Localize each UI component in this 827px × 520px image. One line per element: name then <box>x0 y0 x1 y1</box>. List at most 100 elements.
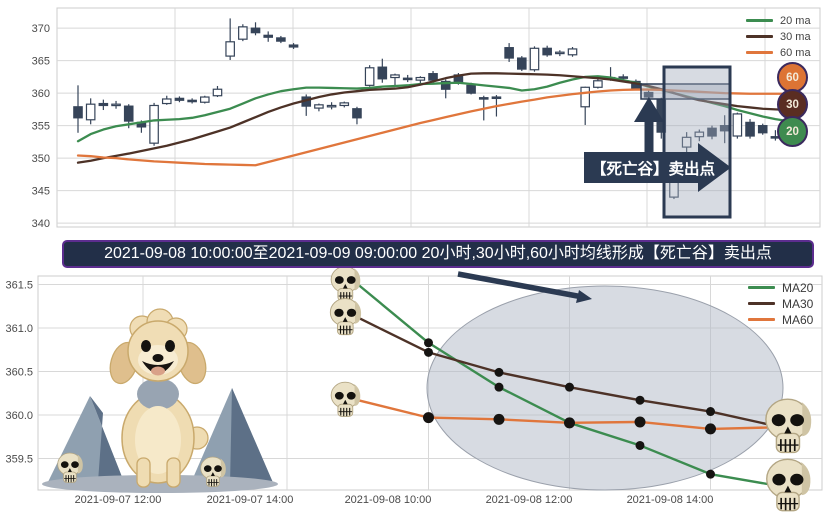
skull-icon <box>330 265 361 302</box>
up-arrow-icon <box>634 97 664 122</box>
candle <box>250 22 261 36</box>
y-tick-label: 361.5 <box>5 280 33 292</box>
candle <box>516 56 527 72</box>
y-tick-label: 370 <box>32 23 50 35</box>
candle <box>593 78 603 89</box>
skull-icon <box>330 381 361 417</box>
candle <box>200 95 210 104</box>
period-summary-banner: 2021-09-08 10:00:00至2021-09-09 09:00:00 … <box>62 240 814 268</box>
candle <box>567 46 578 57</box>
candle <box>288 43 299 49</box>
candle <box>428 71 438 82</box>
candle <box>364 65 375 87</box>
candle <box>238 24 248 42</box>
x-tick-label: 2021-09-08 10:00 <box>345 494 432 506</box>
annotation-arrow-icon <box>457 271 581 300</box>
data-point-marker <box>634 416 646 428</box>
ma30-line-swatch <box>746 35 773 38</box>
candle <box>314 103 324 112</box>
death-valley-box-highlight <box>662 65 732 219</box>
candle <box>161 95 172 105</box>
death-valley-annotation: 【死亡谷】卖出点 <box>584 65 732 219</box>
y-tick-label: 340 <box>32 218 50 230</box>
x-tick-label: 2021-09-07 12:00 <box>75 494 162 506</box>
poodle-dog-illustration <box>109 308 209 488</box>
candle <box>111 100 121 109</box>
candle <box>377 58 388 83</box>
y-tick-label: 360.5 <box>5 367 33 379</box>
annotation-arrow-icon <box>576 290 592 303</box>
data-point-marker <box>424 347 433 357</box>
candle <box>85 98 96 125</box>
candle <box>402 74 413 83</box>
candle <box>694 129 705 142</box>
x-tick-label: 2021-09-08 14:00 <box>627 494 714 506</box>
sell-point-label: 【死亡谷】卖出点 <box>591 159 716 178</box>
data-point-marker <box>635 440 645 450</box>
legend-item-ma20: MA20 <box>748 281 813 295</box>
candle <box>174 96 185 103</box>
candle <box>212 85 223 98</box>
ma-detail-line-chart: 359.5 360.0 360.5 361.0 361.5 <box>5 265 823 512</box>
ma60-line-swatch <box>746 51 773 54</box>
ma20-end-badge: 20 <box>777 116 808 147</box>
candle <box>732 112 743 139</box>
candle <box>187 98 197 104</box>
candle <box>98 99 109 111</box>
legend-item-ma60: MA60 <box>748 313 813 327</box>
right-arrow-icon <box>698 143 731 192</box>
x-tick-label: 2021-09-08 12:00 <box>486 494 573 506</box>
candle <box>225 18 235 60</box>
ma-line <box>76 88 790 167</box>
candle <box>643 90 654 99</box>
data-point-marker <box>423 412 434 424</box>
data-point-marker <box>706 469 715 479</box>
data-point-marker <box>494 382 504 392</box>
y-tick-label: 365 <box>32 56 50 68</box>
legend-label: 30 ma <box>780 30 811 43</box>
candle <box>352 106 362 125</box>
candle <box>542 45 552 57</box>
x-tick-label: 2021-09-07 14:00 <box>207 494 294 506</box>
skull-icon <box>329 297 362 336</box>
legend-item-20ma: 20 ma <box>746 14 811 27</box>
candle <box>681 132 692 153</box>
y-tick-label: 355 <box>32 121 50 133</box>
ma-line <box>76 72 790 164</box>
moving-average-lines <box>76 72 790 167</box>
candle <box>555 50 565 57</box>
candle <box>415 76 426 84</box>
y-tick-label: 361.0 <box>5 323 33 335</box>
y-tick-label: 360.0 <box>5 410 33 422</box>
skull-icon <box>765 458 812 512</box>
death-valley-ellipse-highlight <box>426 285 784 491</box>
bottom-grid: 359.5 360.0 360.5 361.0 361.5 <box>5 275 823 491</box>
data-point-marker <box>705 423 716 435</box>
candle <box>326 102 337 110</box>
candle <box>301 94 312 116</box>
candle <box>149 102 159 146</box>
legend-item-60ma: 60 ma <box>746 46 811 59</box>
y-tick-label: 350 <box>32 153 50 165</box>
ma60-line-swatch <box>748 318 775 321</box>
up-arrow-icon <box>644 119 654 156</box>
data-point-marker <box>493 413 505 425</box>
candlestick-chart: 340 345 350 355 360 365 370 【死亡谷】卖出点 <box>32 7 821 230</box>
data-point-marker <box>565 382 574 392</box>
ma-series: 2021-09-07 12:00 2021-09-07 14:00 2021-09-… <box>75 265 813 512</box>
dog-mountains-illustration <box>42 308 278 493</box>
data-point-marker <box>424 338 433 348</box>
legend-label: 20 ma <box>780 14 811 27</box>
ma60-end-badge: 60 <box>777 62 808 93</box>
bottom-chart-legend: MA20 MA30 MA60 <box>748 281 813 327</box>
candle <box>757 123 768 135</box>
candle <box>745 119 755 139</box>
candle <box>263 31 273 42</box>
legend-item-ma30: MA30 <box>748 297 813 311</box>
data-point-marker <box>494 367 504 377</box>
top-chart-legend: 20 ma 30 ma 60 ma <box>746 14 811 59</box>
candle <box>73 85 83 133</box>
skull-icon <box>765 398 813 454</box>
data-point-marker <box>564 417 575 429</box>
